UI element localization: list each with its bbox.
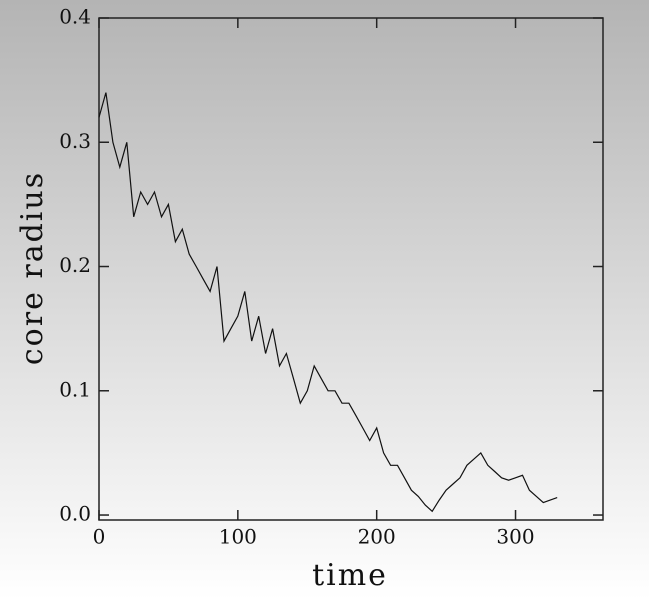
y-tick-label: 0.3 — [59, 129, 91, 153]
x-tick-label: 100 — [219, 525, 257, 549]
y-tick-label: 0.0 — [59, 502, 91, 526]
y-axis-title: core radius — [15, 171, 50, 365]
data-line — [98, 92, 558, 513]
x-tick-label: 0 — [93, 525, 106, 549]
x-tick-label: 300 — [496, 525, 534, 549]
plot-frame — [98, 17, 604, 521]
x-tick-label: 200 — [358, 525, 396, 549]
y-tick-label: 0.2 — [59, 253, 91, 277]
y-tick-label: 0.4 — [59, 5, 91, 29]
y-tick-label: 0.1 — [59, 377, 91, 401]
x-axis-title: time — [312, 558, 388, 593]
